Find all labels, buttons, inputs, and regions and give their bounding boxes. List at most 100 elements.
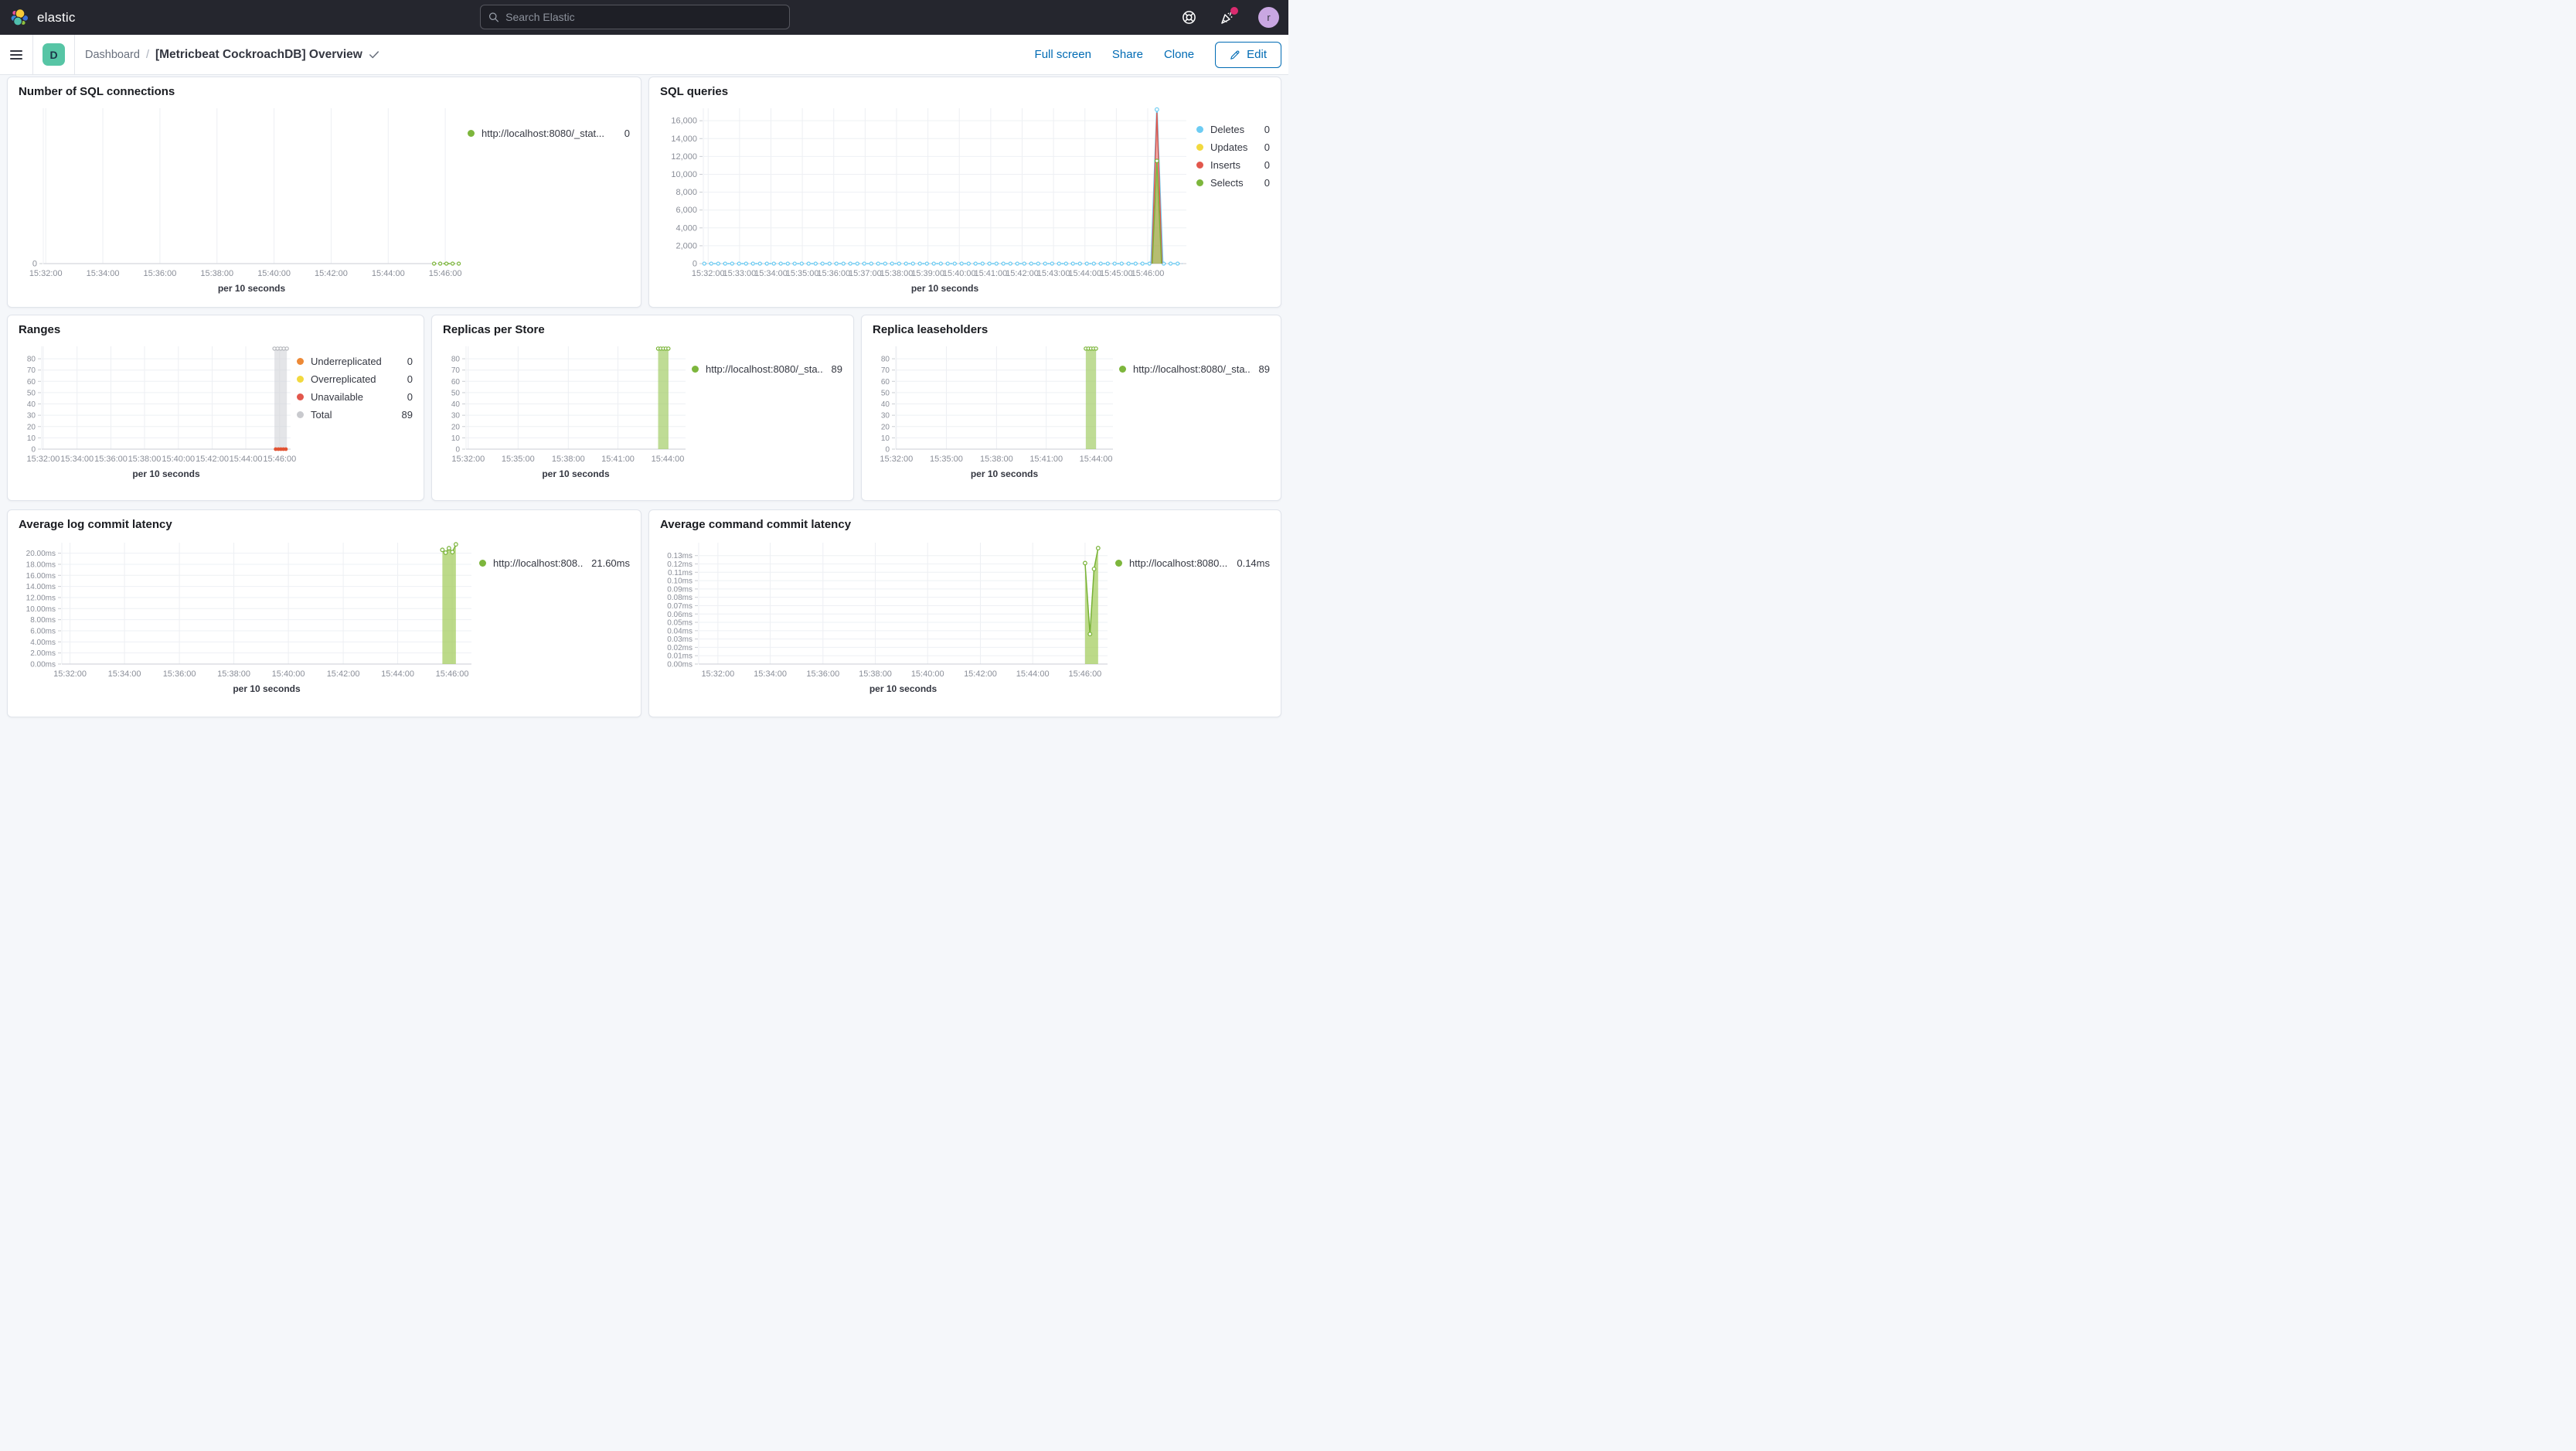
svg-text:80: 80 [881,356,890,364]
svg-text:15:32:00: 15:32:00 [29,269,63,278]
legend-label: Total [311,409,332,421]
space-avatar[interactable]: D [43,43,65,66]
legend-item[interactable]: http://localhost:8080... 0.14ms [1115,557,1270,569]
svg-text:15:36:00: 15:36:00 [144,269,177,278]
svg-text:30: 30 [881,412,890,421]
svg-text:0.09ms: 0.09ms [667,585,692,594]
search-input[interactable] [505,11,781,23]
svg-text:15:36:00: 15:36:00 [94,455,128,464]
svg-text:15:46:00: 15:46:00 [263,455,296,464]
legend-dot-icon [1115,560,1122,567]
replicas-per-store-chart[interactable]: 15:32:00 15:35:00 15:38:00 15:41:00 15:44:00… [443,340,692,497]
legend-dot-icon [692,366,699,373]
svg-text:per 10 seconds: per 10 seconds [542,468,610,479]
svg-text:15:34:00: 15:34:00 [60,455,94,464]
svg-text:15:32:00: 15:32:00 [53,669,87,679]
svg-text:15:32:00: 15:32:00 [880,455,913,464]
svg-text:70: 70 [881,366,890,375]
legend-item[interactable]: Overreplicated 0 [297,373,413,385]
svg-text:15:45:00: 15:45:00 [1100,269,1133,278]
svg-text:15:43:00: 15:43:00 [1037,269,1070,278]
legend-item[interactable]: Unavailable 0 [297,391,413,403]
svg-text:70: 70 [451,366,461,375]
edit-button[interactable]: Edit [1215,41,1281,68]
elastic-logo[interactable]: elastic [0,8,76,28]
svg-text:15:40:00: 15:40:00 [911,669,944,679]
legend-item[interactable]: Inserts 0 [1196,159,1270,171]
svg-text:0: 0 [692,260,697,269]
svg-text:per 10 seconds: per 10 seconds [869,683,938,694]
svg-text:per 10 seconds: per 10 seconds [911,283,979,294]
svg-text:15:46:00: 15:46:00 [1131,269,1165,278]
legend-dot-icon [297,358,304,365]
svg-text:15:40:00: 15:40:00 [257,269,291,278]
share-link[interactable]: Share [1111,48,1143,61]
divider [74,35,75,74]
panel-title: Average log commit latency [19,518,172,531]
svg-text:2.00ms: 2.00ms [30,649,56,658]
legend-item[interactable]: Selects 0 [1196,177,1270,189]
ranges-chart[interactable]: 15:32:00 15:34:00 15:36:00 15:38:00 15:40:00… [19,340,297,497]
chart-canvas: 15:32:00 15:35:00 15:38:00 15:41:00 15:44:00… [451,346,686,479]
toolbar-actions: Full screen Share Clone Edit [1034,41,1288,68]
legend-item[interactable]: http://localhost:8080/_sta... 89 [692,363,842,375]
svg-text:15:34:00: 15:34:00 [108,669,141,679]
legend-item[interactable]: http://localhost:8080/_stat... 0 [468,128,630,139]
svg-text:15:44:00: 15:44:00 [1016,669,1050,679]
avg-cmd-commit-chart[interactable]: 15:32:00 15:34:00 15:36:00 15:38:00 15:40:00… [660,535,1115,714]
svg-text:12,000: 12,000 [671,152,697,162]
svg-text:40: 40 [881,400,890,409]
menu-icon[interactable] [0,35,32,74]
legend-item[interactable]: Underreplicated 0 [297,356,413,367]
legend-dot-icon [1196,162,1203,169]
svg-text:80: 80 [27,356,36,364]
legend-dot-icon [1196,179,1203,186]
help-icon[interactable] [1181,10,1196,26]
svg-text:6.00ms: 6.00ms [30,627,56,635]
panel-title: Average command commit latency [660,518,852,531]
legend-item[interactable]: Deletes 0 [1196,124,1270,135]
legend-dot-icon [1196,144,1203,151]
legend-dot-icon [479,560,486,567]
svg-text:15:38:00: 15:38:00 [217,669,250,679]
sql-queries-chart[interactable]: 15:32:00 15:33:00 15:34:00 15:35:00 15:36:00… [660,102,1193,304]
avg-log-commit-legend: http://localhost:808... 21.60ms [479,535,630,714]
svg-text:15:40:00: 15:40:00 [162,455,195,464]
legend-item[interactable]: Updates 0 [1196,141,1270,153]
ranges-legend: Underreplicated 0 Overreplicated 0 Unavailab… [297,340,413,497]
sql-queries-legend: Deletes 0 Updates 0 Inserts 0 Selects 0 [1193,102,1270,304]
sql-connections-chart[interactable]: 15:32:00 15:34:00 15:36:00 15:38:00 15:40:00… [19,102,468,304]
svg-text:0.05ms: 0.05ms [667,619,692,628]
legend-item[interactable]: http://localhost:808... 21.60ms [479,557,630,569]
legend-item[interactable]: http://localhost:8080/_sta... 89 [1119,363,1270,375]
panel-avg-log-commit: Average log commit latency 15:32:00 15:34… [7,509,641,717]
legend-label: http://localhost:8080... [1129,557,1228,569]
newsfeed-icon[interactable] [1220,6,1238,26]
avg-log-commit-chart[interactable]: 15:32:00 15:34:00 15:36:00 15:38:00 15:40:00… [19,535,479,714]
svg-text:0.12ms: 0.12ms [667,560,692,569]
full-screen-link[interactable]: Full screen [1034,48,1091,61]
logo-text: elastic [37,9,76,25]
user-avatar[interactable]: r [1258,7,1279,28]
legend-dot-icon [297,411,304,418]
legend-value: 0 [407,356,413,367]
svg-text:10: 10 [27,434,36,443]
legend-value: 0 [1264,159,1270,171]
replica-leaseholders-legend: http://localhost:8080/_sta... 89 [1119,340,1270,497]
svg-text:0.01ms: 0.01ms [667,652,692,661]
breadcrumb-separator: / [145,48,149,61]
svg-text:20.00ms: 20.00ms [26,550,56,558]
svg-text:15:41:00: 15:41:00 [601,455,635,464]
global-search[interactable] [480,5,790,29]
svg-text:15:44:00: 15:44:00 [652,455,685,464]
svg-text:10,000: 10,000 [671,170,697,179]
breadcrumb-dashboard[interactable]: Dashboard [85,48,140,61]
panel-replica-leaseholders: Replica leaseholders 15:32:00 15:35:00 15:… [861,315,1281,501]
clone-link[interactable]: Clone [1163,48,1195,61]
legend-item[interactable]: Total 89 [297,409,413,421]
page-title: [Metricbeat CockroachDB] Overview [155,47,362,61]
replica-leaseholders-chart[interactable]: 15:32:00 15:35:00 15:38:00 15:41:00 15:44:00… [873,340,1119,497]
svg-text:per 10 seconds: per 10 seconds [971,468,1039,479]
svg-text:15:40:00: 15:40:00 [272,669,305,679]
legend-dot-icon [297,376,304,383]
